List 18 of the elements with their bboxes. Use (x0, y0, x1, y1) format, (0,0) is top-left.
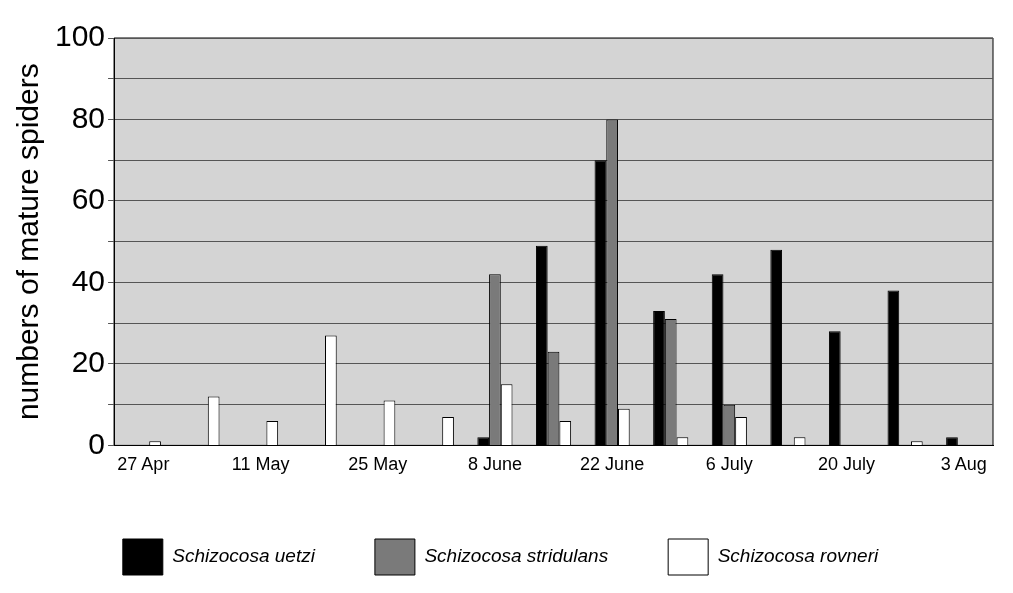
legend-label: Schizocosa uetzi (172, 545, 316, 567)
x-tick-label: 20 July (817, 454, 876, 475)
y-tick-label: 20 (71, 345, 106, 379)
y-tick-label: 80 (71, 100, 106, 134)
y-tick-label: 100 (54, 19, 106, 53)
x-tick-label: 11 May (231, 454, 290, 475)
y-tick-label: 40 (71, 263, 106, 297)
y-axis-title: numbers of mature spiders (11, 63, 45, 421)
x-tick-label: 27 Apr (117, 454, 170, 475)
x-tick-label: 22 June (580, 454, 645, 475)
legend-label: Schizocosa rovneri (717, 545, 879, 567)
x-tick-label: 3 Aug (940, 454, 987, 475)
y-tick-label: 0 (88, 426, 106, 460)
x-tick-label: 25 May (348, 454, 408, 475)
x-tick-label: 6 July (705, 454, 753, 475)
legend-label: Schizocosa stridulans (424, 545, 609, 567)
x-tick-label: 8 June (467, 454, 522, 475)
y-tick-label: 60 (71, 182, 106, 216)
